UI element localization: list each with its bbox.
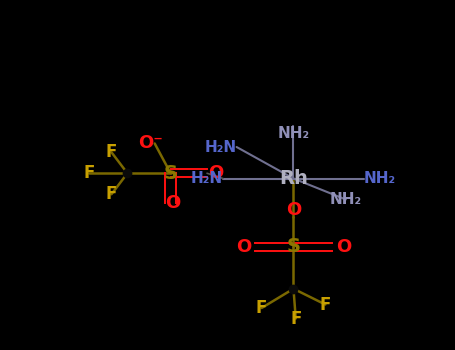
Text: O: O <box>165 194 181 212</box>
Text: O: O <box>208 164 224 182</box>
Text: Rh: Rh <box>279 169 308 188</box>
Text: S: S <box>287 237 300 256</box>
Text: S: S <box>164 164 177 183</box>
Text: NH₂: NH₂ <box>330 192 362 207</box>
Text: O: O <box>236 238 251 256</box>
Text: O: O <box>336 238 351 256</box>
Text: NH₂: NH₂ <box>278 126 309 141</box>
Text: F: F <box>290 309 301 328</box>
Text: H₂N: H₂N <box>204 140 237 154</box>
Text: NH₂: NH₂ <box>364 171 396 186</box>
Text: F: F <box>256 299 268 317</box>
Text: O: O <box>286 201 301 219</box>
Text: F: F <box>319 295 331 314</box>
Text: O⁻: O⁻ <box>138 134 162 153</box>
Text: F: F <box>106 143 117 161</box>
Text: F: F <box>106 185 117 203</box>
Text: H₂N: H₂N <box>191 171 223 186</box>
Text: F: F <box>83 164 95 182</box>
